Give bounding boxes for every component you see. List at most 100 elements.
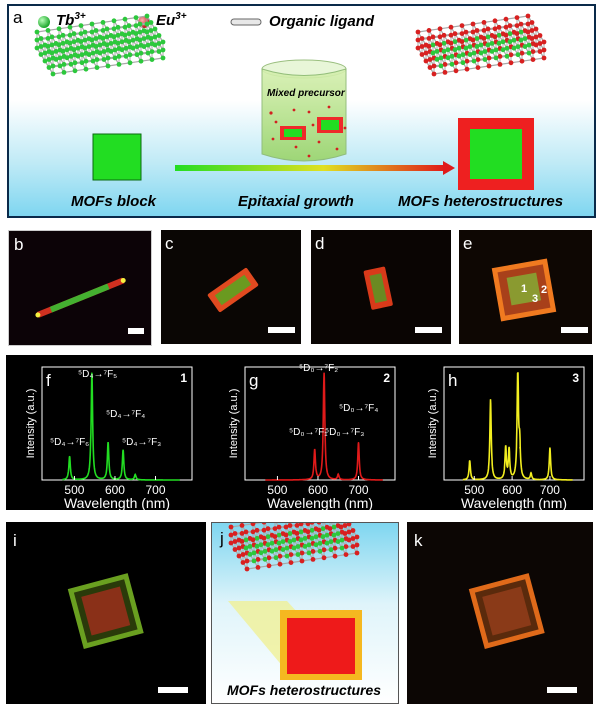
legend-ligand: Organic ligand	[269, 13, 375, 30]
crystal-c	[207, 268, 259, 312]
x-axis-label: Wavelength (nm)	[267, 495, 373, 510]
crystal-i	[67, 573, 144, 650]
arrow-head-icon	[443, 161, 455, 175]
transition-label: ⁵D₀→⁷F₂	[299, 363, 338, 374]
micrograph-i: i	[6, 522, 206, 704]
spot-index: 1	[180, 371, 187, 385]
panel-letter-e: e	[463, 234, 473, 253]
spot-label-2: 2	[541, 284, 548, 296]
y-axis-label: Intensity (a.u.)	[228, 389, 240, 459]
spectrum-peak	[508, 449, 510, 451]
spectrum-line	[462, 372, 573, 481]
legend-tb: Tb3+	[56, 11, 86, 29]
mixed-precursor-label: Mixed precursor	[267, 88, 345, 99]
x-tick-label: 600	[502, 483, 522, 497]
mof-block-lattice	[34, 13, 166, 77]
schematic-j: j MOFs heterostructures	[211, 522, 399, 704]
x-tick-label: 600	[308, 483, 328, 497]
hetero-lattice-j	[228, 523, 360, 572]
transition-label: ⁵D₀→⁷F₃	[325, 427, 364, 438]
transition-label: ⁵D₀→⁷F₁	[289, 427, 328, 438]
spectrum-peak	[122, 449, 124, 451]
micrograph-b: b	[8, 230, 152, 346]
panel-letter-b: b	[14, 235, 24, 254]
mof-heterostructure-lattice	[415, 13, 547, 77]
plot-frame	[443, 366, 585, 481]
scale-bar-d	[415, 327, 442, 333]
spectrum-peak	[91, 372, 93, 374]
micrograph-c: c	[161, 230, 301, 344]
micrograph-d: d	[311, 230, 451, 344]
spectrum-peak	[549, 447, 551, 449]
y-axis-label: Intensity (a.u.)	[25, 389, 37, 459]
crystal-d	[363, 266, 393, 310]
spectrum-peak	[107, 441, 109, 444]
x-tick-label: 500	[64, 483, 84, 497]
panel-letter-d: d	[315, 234, 325, 253]
micrograph-k: k	[407, 522, 593, 704]
panel-letter: g	[249, 371, 258, 390]
panel-letter-a: a	[13, 8, 23, 27]
panel-letter-i: i	[13, 531, 17, 550]
spectrum-peak	[489, 399, 492, 401]
x-tick-label: 500	[464, 483, 484, 497]
x-tick-label: 600	[105, 483, 125, 497]
spectra-row: 500 600 700 Wavelength (nm) Intensity (a.u.)…	[6, 355, 593, 511]
x-axis-label: Wavelength (nm)	[64, 495, 170, 510]
y-axis-label: Intensity (a.u.)	[427, 389, 439, 459]
transition-label: ⁵D₀→⁷F₄	[339, 403, 378, 414]
spectrum-line	[62, 372, 180, 481]
transition-label: ⁵D₄→⁷F₃	[122, 437, 161, 448]
panel-a-schematic	[34, 13, 547, 190]
hetero-square-core	[470, 129, 522, 179]
plot-frame	[41, 366, 193, 481]
x-axis-label: Wavelength (nm)	[461, 495, 567, 510]
spectrum-peak	[323, 372, 325, 374]
spectrum-peak	[469, 460, 471, 462]
panel-letter-j: j	[220, 529, 224, 548]
x-tick-label: 500	[267, 483, 287, 497]
panel-letter-k: k	[414, 531, 423, 550]
spectrum-peak	[134, 474, 136, 476]
epitaxial-growth-label: Epitaxial growth	[238, 193, 354, 210]
crystal-e	[491, 258, 557, 322]
spectrum-peak	[519, 447, 521, 449]
mof-block-square	[92, 133, 142, 181]
j-caption: MOFs heterostructures	[227, 682, 382, 698]
panel-letter-c: c	[165, 234, 174, 253]
transition-label: ⁵D₄→⁷F₆	[50, 437, 89, 448]
crystal-k	[468, 573, 545, 650]
spectrum-peak	[517, 372, 519, 374]
panel-letter: h	[448, 371, 457, 390]
spot-label-1: 1	[521, 283, 528, 295]
mof-block-label: MOFs block	[71, 193, 157, 210]
scale-bar-e	[561, 327, 588, 333]
ligand-icon	[230, 18, 262, 26]
spot-label-3: 3	[532, 293, 539, 305]
x-tick-label: 700	[145, 483, 165, 497]
micrograph-e: e 1 2 3	[459, 230, 592, 344]
spectrum-peak	[68, 455, 71, 458]
nanorod	[35, 277, 126, 318]
x-tick-label: 700	[348, 483, 368, 497]
tb-ion-icon	[38, 16, 50, 28]
spectrum-peak	[337, 474, 339, 476]
hetero-core-j	[287, 618, 355, 674]
scale-bar-k	[547, 687, 577, 693]
beaker-icon	[261, 59, 347, 162]
spectrum-peak	[505, 447, 507, 449]
panel-a: a Tb3+ Eu3+ Organic ligand Mixed precurs…	[7, 4, 596, 218]
spot-index: 2	[383, 371, 390, 385]
mof-hetero-label: MOFs heterostructures	[398, 193, 564, 210]
transition-label: ⁵D₄→⁷F₄	[106, 409, 145, 420]
scale-bar-c	[268, 327, 295, 333]
spectrum-peak	[530, 472, 532, 475]
spectrum-peak	[357, 441, 360, 444]
spectrum-peak	[314, 449, 316, 451]
spot-index: 3	[572, 371, 579, 385]
scale-bar-i	[158, 687, 188, 693]
x-tick-label: 700	[540, 483, 560, 497]
plot-frame	[244, 366, 396, 481]
panel-letter: f	[46, 371, 51, 390]
